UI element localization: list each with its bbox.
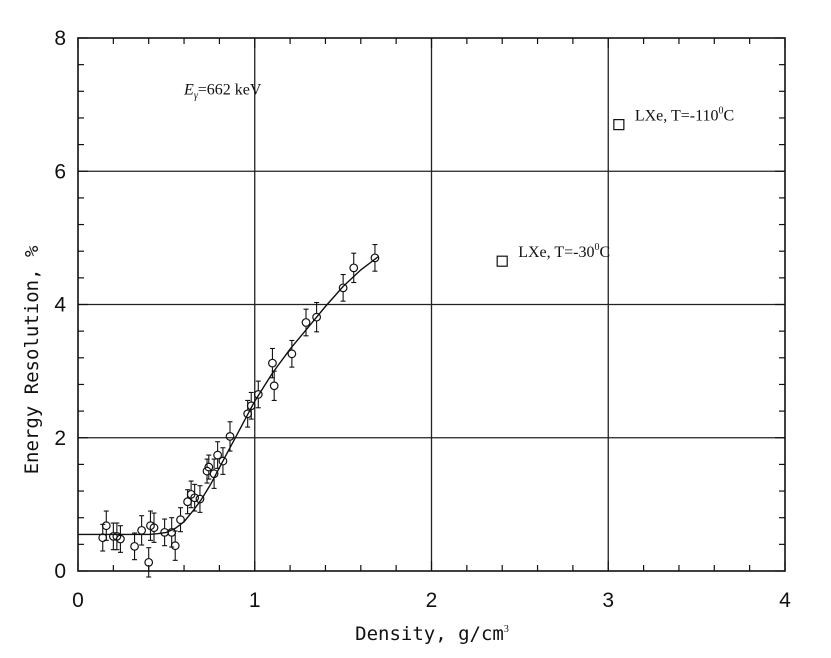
data-point-17 (195, 494, 205, 504)
data-point-19 (204, 462, 214, 472)
x-axis-title-superscript: 3 (504, 624, 509, 635)
data-point-30 (301, 318, 311, 327)
lxe-label-degree-1: 0 (719, 106, 724, 117)
data-point-29 (287, 349, 297, 359)
data-point-31 (312, 312, 322, 322)
y-tick-label-1: 2 (54, 427, 66, 450)
x-tick-label-4: 4 (779, 589, 791, 612)
data-point-14 (183, 497, 192, 507)
data-point-34 (370, 253, 380, 263)
grid-lines (78, 38, 785, 571)
x-tick-label-3: 3 (602, 589, 614, 612)
lxe-label-degree-0: 0 (594, 242, 599, 253)
data-point-21 (213, 450, 223, 460)
energy-annotation-text: =662 keV (198, 82, 262, 99)
y-axis-title: Energy Resolution, % (21, 245, 43, 474)
x-tick-label-2: 2 (426, 589, 438, 612)
energy-annotation-subscript: γ (194, 91, 199, 102)
y-tick-label-0: 0 (54, 560, 66, 583)
data-point-7 (144, 557, 154, 567)
data-point-5 (130, 541, 139, 551)
lxe-marker-0 (496, 255, 508, 267)
y-tick-label-2: 4 (54, 294, 66, 317)
fit-curve (78, 255, 379, 536)
lxe-marker-1 (613, 119, 625, 131)
lxe-label-0: LXe, T=-300C (518, 242, 610, 261)
lxe-label-unit-1: C (724, 108, 735, 125)
data-point-4 (116, 534, 125, 544)
y-tick-label-3: 6 (54, 160, 66, 183)
lxe-label-unit-0: C (599, 244, 610, 261)
data-point-26 (253, 390, 263, 399)
data-point-9 (149, 523, 159, 533)
data-point-28 (269, 381, 279, 391)
data-point-25 (246, 401, 256, 411)
x-tick-label-1: 1 (249, 589, 261, 612)
data-point-22 (218, 456, 228, 466)
data-point-27 (268, 358, 277, 368)
data-point-12 (170, 541, 180, 551)
data-point-6 (137, 525, 147, 535)
fit-curve-group (78, 255, 379, 536)
data-point-33 (349, 263, 359, 273)
plot-frame (77, 37, 786, 572)
tick-labels: 0 1 2 3 4 0 2 4 6 8 (54, 27, 791, 612)
data-point-13 (176, 515, 185, 525)
x-axis-title-text: Density, g/cm (355, 623, 504, 645)
energy-annotation: Eγ=662 keV (183, 82, 262, 102)
energy-annotation-symbol: E (183, 82, 194, 99)
x-axis-title: Density, g/cm3 (355, 623, 509, 645)
lxe-label-1: LXe, T=-1100C (635, 106, 734, 125)
data-point-23 (225, 432, 235, 441)
data-point-16 (190, 493, 200, 503)
data-point-20 (209, 469, 219, 479)
lxe-label-base-1: LXe, T=-110 (635, 108, 719, 125)
x-tick-label-0: 0 (72, 589, 84, 612)
data-point-1 (101, 521, 111, 531)
data-point-32 (338, 283, 348, 293)
y-tick-label-4: 8 (54, 27, 66, 50)
lxe-label-base-0: LXe, T=-30 (518, 244, 594, 261)
